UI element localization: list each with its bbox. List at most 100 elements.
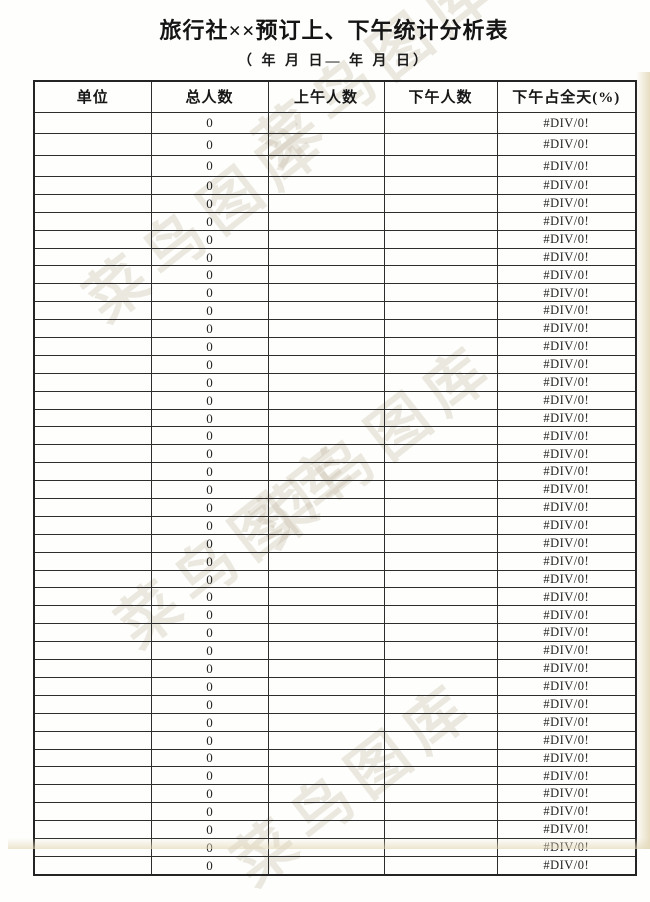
cell-pct: #DIV/0!: [496, 784, 637, 804]
cell-morning: [267, 498, 385, 517]
cell-unit: [33, 533, 152, 553]
cell-pct: #DIV/0!: [496, 193, 637, 213]
cell-pct: #DIV/0!: [496, 111, 637, 134]
cell-unit: [33, 659, 152, 678]
table-row: 0 #DIV/0!: [33, 211, 637, 231]
cell-pct: #DIV/0!: [496, 372, 637, 392]
cell-total: 0: [150, 444, 269, 464]
cell-pct: #DIV/0!: [496, 515, 637, 535]
cell-afternoon: [383, 480, 498, 500]
cell-total: 0: [150, 154, 269, 177]
cell-total: 0: [150, 283, 269, 303]
cell-afternoon: [383, 837, 498, 857]
cell-morning: [267, 133, 385, 156]
cell-morning: [267, 154, 385, 177]
cell-morning: [267, 730, 385, 750]
cell-total: 0: [150, 766, 269, 786]
document-page: 菜鸟图库 菜鸟图库 菜鸟图库 菜鸟图库 菜鸟图库 旅行社××预订上、下午统计分析…: [8, 0, 650, 898]
table-row: 0 #DIV/0!: [33, 569, 637, 589]
cell-morning: [267, 587, 385, 607]
cell-total: 0: [150, 301, 269, 321]
cell-morning: [267, 319, 385, 339]
cell-pct: #DIV/0!: [496, 408, 637, 428]
page-edge-tint-right: [636, 72, 650, 849]
cell-pct: #DIV/0!: [496, 730, 637, 750]
cell-total: 0: [150, 623, 269, 643]
table-row: 0 #DIV/0!: [33, 837, 637, 857]
table-row: 0 #DIV/0!: [33, 354, 637, 374]
cell-afternoon: [383, 111, 498, 134]
cell-pct: #DIV/0!: [496, 641, 637, 661]
table-row: 0 #DIV/0!: [33, 193, 637, 213]
cell-unit: [33, 176, 152, 195]
cell-afternoon: [383, 676, 498, 696]
cell-total: 0: [150, 426, 269, 446]
cell-unit: [33, 623, 152, 643]
col-header-morning: 上午人数: [267, 80, 385, 113]
cell-total: 0: [150, 337, 269, 356]
cell-pct: #DIV/0!: [496, 301, 637, 321]
cell-pct: #DIV/0!: [496, 766, 637, 786]
cell-pct: #DIV/0!: [496, 319, 637, 339]
cell-pct: #DIV/0!: [496, 533, 637, 553]
cell-afternoon: [383, 569, 498, 589]
cell-pct: #DIV/0!: [496, 154, 637, 177]
cell-pct: #DIV/0!: [496, 820, 637, 839]
cell-unit: [33, 551, 152, 571]
cell-morning: [267, 676, 385, 696]
table-row: 0 #DIV/0!: [33, 748, 637, 768]
cell-pct: #DIV/0!: [496, 676, 637, 696]
table-row: 0 #DIV/0!: [33, 265, 637, 285]
cell-morning: [267, 462, 385, 482]
cell-total: 0: [150, 111, 269, 134]
table-row: 0 #DIV/0!: [33, 784, 637, 804]
col-header-unit: 单位: [33, 80, 152, 113]
cell-unit: [33, 676, 152, 696]
cell-afternoon: [383, 802, 498, 822]
cell-unit: [33, 784, 152, 804]
table-row: 0 #DIV/0!: [33, 820, 637, 839]
cell-unit: [33, 641, 152, 661]
table-row: 0 #DIV/0!: [33, 498, 637, 517]
cell-pct: #DIV/0!: [496, 265, 637, 285]
cell-afternoon: [383, 390, 498, 410]
cell-unit: [33, 154, 152, 177]
cell-afternoon: [383, 211, 498, 231]
cell-pct: #DIV/0!: [496, 748, 637, 768]
cell-pct: #DIV/0!: [496, 605, 637, 625]
cell-unit: [33, 408, 152, 428]
cell-unit: [33, 229, 152, 249]
cell-afternoon: [383, 748, 498, 768]
cell-unit: [33, 694, 152, 714]
cell-morning: [267, 748, 385, 768]
cell-afternoon: [383, 133, 498, 156]
cell-afternoon: [383, 784, 498, 804]
cell-unit: [33, 766, 152, 786]
cell-pct: #DIV/0!: [496, 569, 637, 589]
cell-unit: [33, 498, 152, 517]
cell-afternoon: [383, 247, 498, 267]
cell-unit: [33, 283, 152, 303]
cell-unit: [33, 337, 152, 356]
cell-pct: #DIV/0!: [496, 712, 637, 732]
cell-unit: [33, 730, 152, 750]
cell-morning: [267, 641, 385, 661]
page-title: 旅行社××预订上、下午统计分析表: [159, 18, 509, 43]
cell-unit: [33, 569, 152, 589]
table-body: 0 #DIV/0! 0 #DIV/0! 0 #DIV/0! 0 #DIV/0! 0 #DIV/0!…: [33, 111, 637, 876]
cell-morning: [267, 515, 385, 535]
table-row: 0 #DIV/0!: [33, 408, 637, 428]
cell-morning: [267, 337, 385, 356]
table-row: 0 #DIV/0!: [33, 551, 637, 571]
cell-total: 0: [150, 551, 269, 571]
cell-pct: #DIV/0!: [496, 802, 637, 822]
cell-pct: #DIV/0!: [496, 247, 637, 267]
cell-unit: [33, 265, 152, 285]
cell-total: 0: [150, 605, 269, 625]
cell-pct: #DIV/0!: [496, 283, 637, 303]
cell-unit: [33, 820, 152, 839]
cell-morning: [267, 283, 385, 303]
table-row: 0 #DIV/0!: [33, 462, 637, 482]
cell-morning: [267, 480, 385, 500]
date-range-subtitle: （ 年 月 日— 年 月 日）: [238, 54, 430, 69]
